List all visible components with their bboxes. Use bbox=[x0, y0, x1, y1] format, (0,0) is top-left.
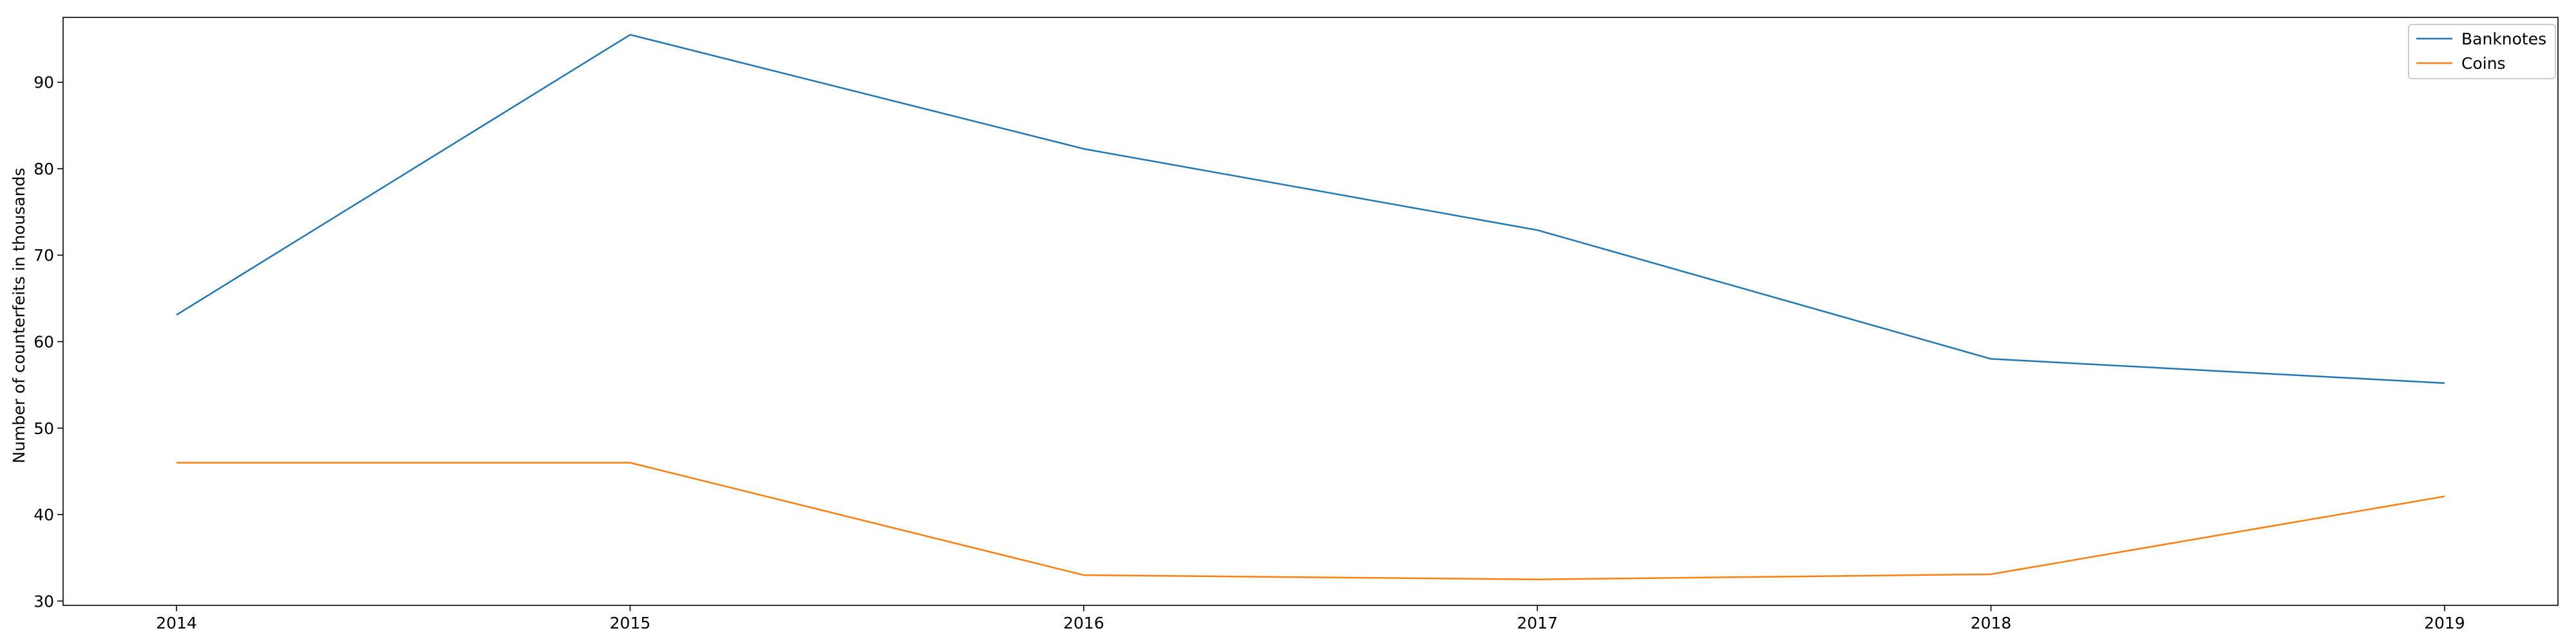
legend-label-coins: Coins bbox=[2461, 54, 2506, 73]
y-tick-label: 70 bbox=[33, 246, 54, 265]
legend-label-banknotes: Banknotes bbox=[2461, 30, 2546, 48]
y-tick-label: 30 bbox=[33, 592, 54, 611]
y-tick-label: 80 bbox=[33, 160, 54, 178]
x-tick-label: 2019 bbox=[2424, 614, 2465, 632]
x-tick-label: 2017 bbox=[1517, 614, 1558, 632]
series-line-coins bbox=[176, 462, 2445, 580]
x-tick-label: 2016 bbox=[1063, 614, 1104, 632]
series-line-banknotes bbox=[176, 33, 2445, 384]
plot-area bbox=[176, 33, 2445, 580]
y-tick-label: 60 bbox=[33, 332, 54, 351]
y-tick-label: 90 bbox=[33, 73, 54, 92]
y-tick-label: 40 bbox=[33, 506, 54, 524]
axes-frame bbox=[62, 17, 2559, 606]
y-tick-label: 50 bbox=[33, 419, 54, 438]
x-tick-label: 2014 bbox=[156, 614, 197, 632]
x-tick-label: 2018 bbox=[1971, 614, 2012, 632]
legend: Banknotes Coins bbox=[2408, 24, 2556, 79]
y-axis-label: Number of counterfeits in thousands bbox=[10, 167, 28, 463]
axes: 2014 2015 2016 2017 2018 2019 30 40 50 60 70 80 90 bbox=[33, 17, 2559, 632]
x-tick-label: 2015 bbox=[610, 614, 651, 632]
